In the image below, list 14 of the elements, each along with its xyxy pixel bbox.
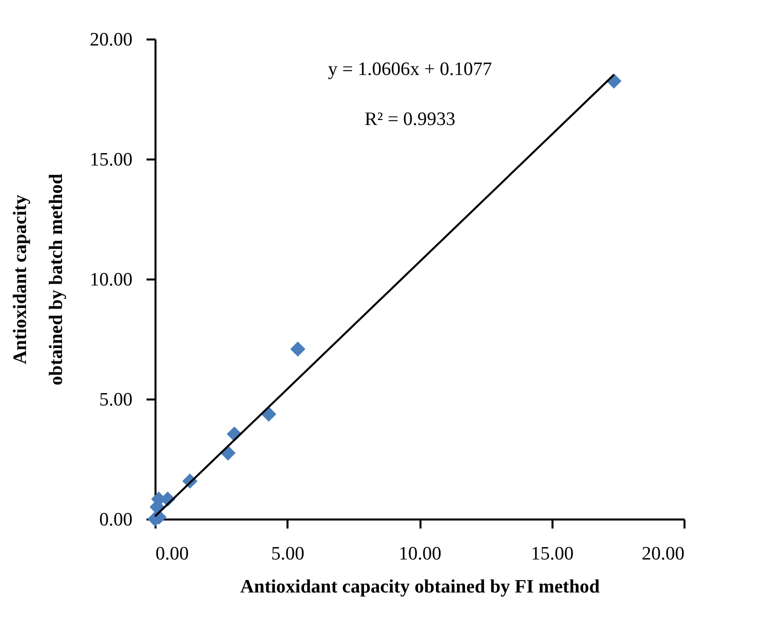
annotation: y = 1.0606x + 0.1077 bbox=[328, 59, 492, 80]
y-tick-label: 15.00 bbox=[90, 150, 132, 170]
x-axis-title: Antioxidant capacity obtained by FI method bbox=[240, 576, 600, 598]
x-tick-label: 10.00 bbox=[398, 544, 442, 564]
y-tick-label: 20.00 bbox=[90, 30, 132, 50]
y-tick-label: 0.00 bbox=[99, 510, 132, 530]
y-tick-label: 5.00 bbox=[99, 390, 132, 410]
x-tick-label: 5.00 bbox=[271, 544, 304, 564]
y-tick-label: 10.00 bbox=[90, 270, 132, 290]
annotation: R² = 0.9933 bbox=[364, 109, 456, 130]
y-axis-title: Antioxidant capacity obtained by batch method bbox=[10, 173, 67, 386]
x-tick-label: 20.00 bbox=[642, 544, 684, 564]
x-tick-label: 0.00 bbox=[156, 544, 189, 564]
x-tick-label: 15.00 bbox=[530, 544, 574, 564]
